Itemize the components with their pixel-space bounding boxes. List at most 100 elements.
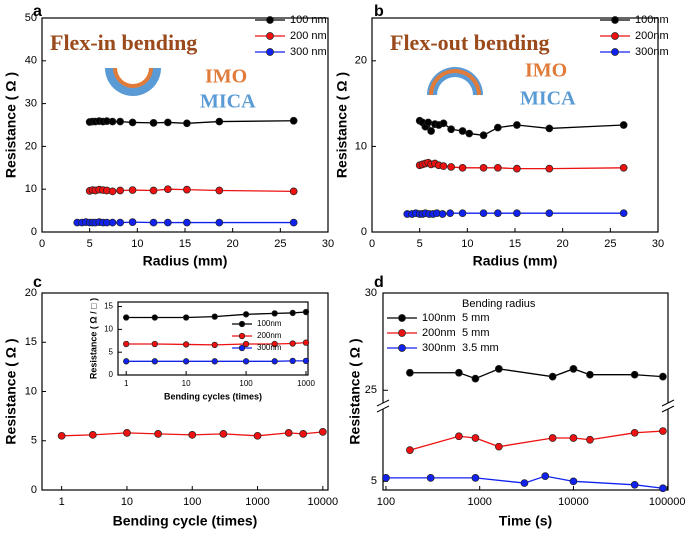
data-point [149,119,158,127]
data-point [619,209,628,218]
axis-break [376,405,390,413]
data-point [494,442,503,451]
data-point [406,446,414,454]
legend-label: 300nm [422,342,456,354]
legend-label: 100nm [635,14,669,26]
data-point [493,209,502,218]
annotation: IMO [525,60,567,82]
data-point [154,430,162,438]
legend-label: 200nm [422,327,456,339]
x-tick-label: 30 [322,238,334,250]
data-point [182,358,190,365]
data-point [513,209,521,218]
axis-break [661,399,675,407]
y-tick-label: 15 [104,302,113,311]
legend-label: 200nm [257,331,282,340]
data-point [284,429,293,437]
annotation: IMO [205,66,247,88]
x-tick-label: 20 [227,238,239,250]
x-axis-label: Radius (mm) [473,253,558,269]
data-point [569,365,578,373]
series-line [409,430,663,451]
data-point [188,430,197,439]
data-point [520,479,529,487]
data-point [458,209,467,218]
data-point [458,127,467,135]
data-point [151,314,158,321]
data-point [149,186,158,195]
data-point [382,474,390,482]
plot-frame [117,301,309,376]
data-point [494,365,503,373]
y-tick-label: 40 [25,55,37,67]
data-point [471,434,480,442]
data-point [447,163,455,171]
data-point [446,209,455,218]
data-point [151,340,158,348]
data-point [586,435,594,444]
data-point [182,341,190,348]
data-point [447,125,455,134]
data-point [211,341,218,349]
data-point [116,218,125,227]
plot-frame [382,292,669,491]
x-axis-label: Bending cycles (times) [164,391,262,401]
y-axis-label: Resistance ( Ω ) [3,338,19,444]
x-tick-label: 10000 [308,496,339,508]
data-point [271,358,278,365]
data-point [619,121,628,129]
data-point [116,117,125,126]
data-point [426,474,435,482]
data-point [493,123,502,132]
panel-letter: b [374,3,384,20]
x-tick-label: 100000 [649,496,685,508]
data-point [128,218,137,227]
x-tick-label: 0 [39,238,45,250]
flex-in-icon [105,68,161,96]
x-tick-label: 100 [239,379,253,388]
data-point [108,187,117,196]
data-point [108,218,117,227]
data-point [630,428,639,437]
data-point [183,119,191,128]
data-point [438,210,447,218]
data-point [479,163,488,172]
series-line [385,475,663,489]
legend-radius: 5 mm [462,327,490,339]
data-point [659,372,667,381]
data-point [455,368,463,377]
data-point [619,163,628,172]
x-tick-label: 100 [183,496,201,508]
x-tick-label: 5 [417,238,423,250]
y-tick-label: 20 [25,140,37,152]
data-point [271,310,278,317]
data-point [302,339,310,346]
legend-label: 300 nm [290,46,327,58]
y-tick-label: 20 [25,287,37,299]
data-point [455,432,463,441]
data-point [289,116,298,125]
y-tick-label: 0 [31,226,37,238]
legend-label: 100nm [422,312,456,324]
data-point [586,370,594,379]
data-point [545,124,554,133]
data-point [182,314,190,321]
data-point [242,311,250,318]
data-point [299,430,308,438]
data-point [548,434,557,442]
data-point [242,340,250,348]
data-point [123,429,131,437]
annotation: MICA [520,88,576,110]
data-point [128,118,137,127]
data-point [471,474,480,482]
data-point [211,358,218,365]
data-point [116,186,125,195]
series-line [409,368,663,380]
data-point [439,162,448,170]
data-point [163,185,172,194]
data-point [242,358,250,365]
data-point [630,370,639,379]
legend-marker [398,329,406,337]
x-tick-label: 15 [509,238,521,250]
legend-marker [611,16,619,24]
